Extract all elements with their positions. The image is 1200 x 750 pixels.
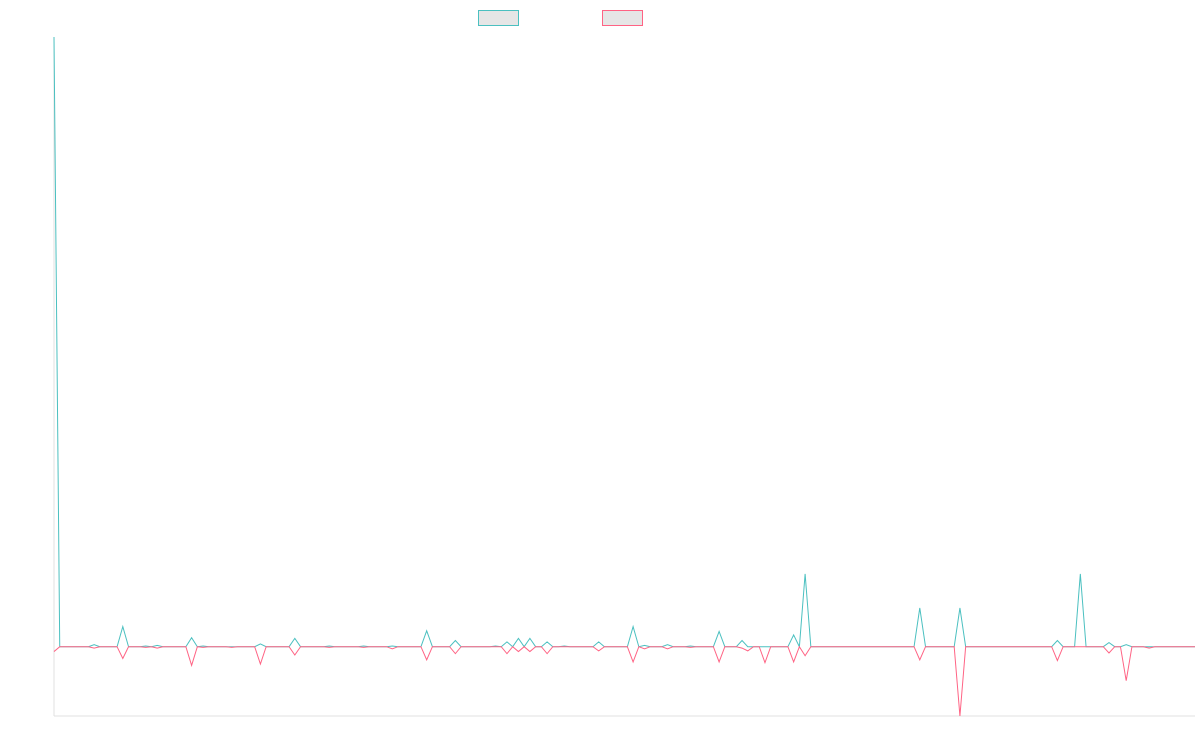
legend-swatch — [602, 10, 643, 26]
series-line — [53, 36, 1195, 649]
legend-swatch — [478, 10, 519, 26]
series-line — [53, 645, 1195, 717]
